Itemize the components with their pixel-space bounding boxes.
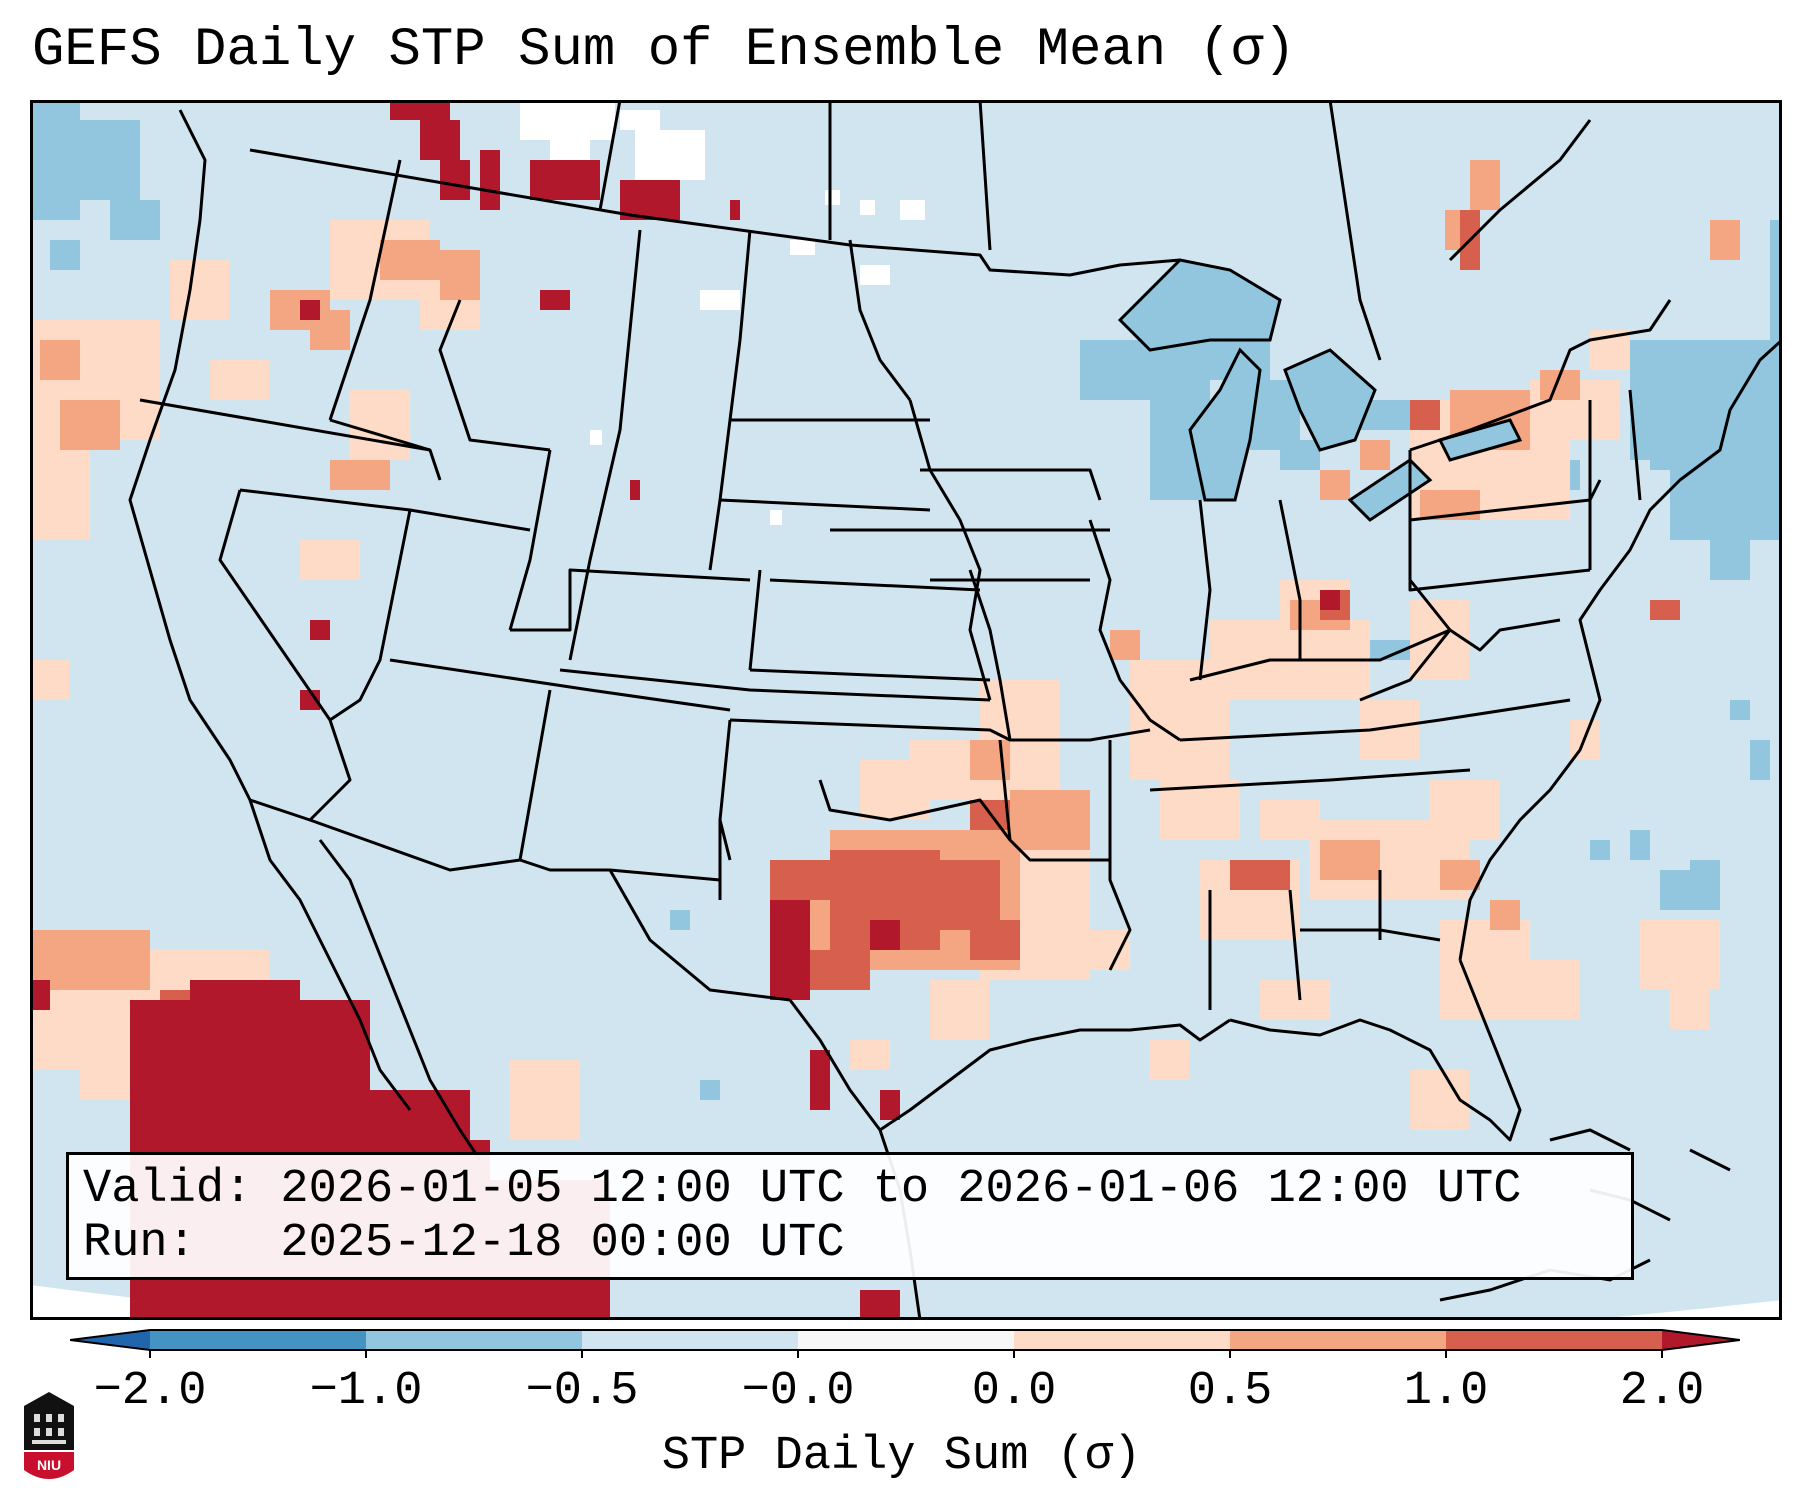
no-data-patches [520, 100, 925, 525]
colorbar-tick-label: −1.0 [309, 1365, 423, 1418]
colorbar-extend-high [1662, 1330, 1740, 1350]
colorbar-segment-7 [1446, 1330, 1662, 1350]
colorbar-tick-label: −2.0 [93, 1365, 207, 1418]
colorbar-segment-2 [366, 1330, 582, 1350]
colorbar-label: STP Daily Sum (σ) [661, 1430, 1142, 1483]
colorbar-segment-6 [1230, 1330, 1446, 1350]
run-time-text: Run: 2025-12-18 00:00 UTC [83, 1217, 845, 1270]
map-border [30, 100, 1782, 1320]
colorbar-segment-3 [582, 1330, 798, 1350]
niu-logo-icon: NIU [24, 1392, 74, 1479]
map-panel[interactable] [30, 100, 1782, 1320]
colorbar-tick-label: 0.5 [1187, 1365, 1273, 1418]
map-title: GEFS Daily STP Sum of Ensemble Mean (σ) [32, 20, 1296, 81]
colorbar-tick-label: −0.5 [525, 1365, 639, 1418]
valid-run-infobox: Valid: 2026-01-05 12:00 UTC to 2026-01-0… [66, 1152, 1634, 1280]
colorbar-tick-label: −0.0 [741, 1365, 855, 1418]
colorbar-tick-label: 0.0 [971, 1365, 1057, 1418]
colorbar [70, 1329, 1740, 1358]
valid-time-text: Valid: 2026-01-05 12:00 UTC to 2026-01-0… [83, 1163, 1522, 1216]
colorbar-tick-label: 2.0 [1619, 1365, 1705, 1418]
colorbar-segment-5 [1014, 1330, 1230, 1350]
colorbar-segment-4 [798, 1330, 1014, 1350]
colorbar-tick-label: 1.0 [1403, 1365, 1489, 1418]
niu-logo-text: NIU [37, 1457, 61, 1473]
political-boundaries [128, 100, 1782, 1320]
colorbar-segment-1 [150, 1330, 366, 1350]
conus-map [30, 100, 1782, 1320]
colorbar-extend-low [70, 1330, 150, 1350]
